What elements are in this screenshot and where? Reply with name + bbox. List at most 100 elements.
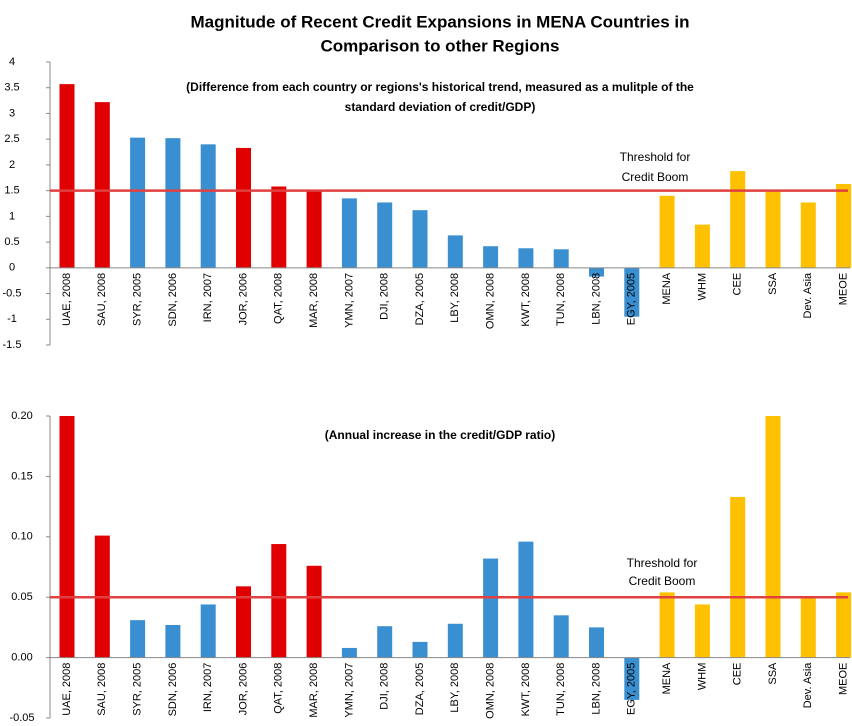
bar xyxy=(765,416,781,658)
bar xyxy=(483,558,499,658)
x-tick-label: Dev. Asia xyxy=(802,662,814,709)
bar xyxy=(200,144,216,268)
y-tick-label: 0.00 xyxy=(11,652,32,664)
subtitle: (Annual increase in the credit/GDP ratio… xyxy=(325,428,556,442)
bar xyxy=(483,246,499,268)
x-tick-label: UAE, 2008 xyxy=(61,663,73,716)
bar xyxy=(271,544,287,658)
bar xyxy=(659,195,675,268)
bar xyxy=(624,657,640,700)
x-tick-label: YMN, 2007 xyxy=(343,663,355,718)
annotation: Threshold for xyxy=(627,556,698,570)
x-tick-label: Dev. Asia xyxy=(802,272,814,319)
y-tick-label: 3.5 xyxy=(4,82,19,94)
bar xyxy=(59,84,75,268)
bar xyxy=(553,615,569,658)
bar xyxy=(836,592,852,658)
figure-title-line: Magnitude of Recent Credit Expansions in… xyxy=(190,12,689,31)
bar xyxy=(236,147,251,268)
x-tick-label: DZA, 2005 xyxy=(414,663,426,716)
x-tick-label: LBN, 2008 xyxy=(590,663,602,715)
bar xyxy=(624,267,640,317)
x-tick-label: WHM xyxy=(696,663,708,691)
figure-title-line: Comparison to other Regions xyxy=(321,36,560,55)
x-tick-label: IRN, 2007 xyxy=(202,273,214,323)
bar xyxy=(341,647,357,658)
bar xyxy=(306,565,322,658)
x-tick-label: SSA xyxy=(767,662,779,685)
x-tick-label: LBY, 2008 xyxy=(449,663,461,713)
x-tick-label: JOR, 2006 xyxy=(237,663,249,716)
x-tick-label: SDN, 2006 xyxy=(167,273,179,327)
x-tick-label: DZA, 2005 xyxy=(414,273,426,326)
bar xyxy=(694,224,710,268)
bar xyxy=(589,267,604,277)
y-tick-label: -0.5 xyxy=(3,287,22,299)
bar xyxy=(271,186,287,268)
y-tick-label: -0.05 xyxy=(9,712,34,724)
annotation: Credit Boom xyxy=(622,170,689,184)
bar xyxy=(412,641,428,658)
y-tick-label: 0.20 xyxy=(11,410,32,422)
x-tick-label: KWT, 2008 xyxy=(520,663,532,717)
bar xyxy=(836,183,852,268)
x-tick-label: UAE, 2008 xyxy=(61,273,73,326)
x-tick-label: CEE xyxy=(732,273,744,296)
bar xyxy=(518,248,534,268)
bar xyxy=(130,137,146,268)
bar xyxy=(130,620,146,658)
y-tick-label: 0.15 xyxy=(11,470,32,482)
x-tick-label: MEOE xyxy=(838,663,850,695)
y-tick-label: 1 xyxy=(9,210,15,222)
bar xyxy=(659,592,675,658)
x-tick-label: LBY, 2008 xyxy=(449,273,461,323)
y-tick-label: -1.5 xyxy=(3,339,22,351)
y-tick-label: 2.5 xyxy=(4,133,19,145)
annotation: Credit Boom xyxy=(629,574,696,588)
x-tick-label: OMN, 2008 xyxy=(485,663,497,719)
bar xyxy=(236,586,251,658)
bar xyxy=(94,102,110,268)
bar xyxy=(765,191,781,268)
annotation: Threshold for xyxy=(620,150,691,164)
x-tick-label: WHM xyxy=(696,273,708,301)
bar xyxy=(694,604,710,658)
bar xyxy=(59,416,75,658)
x-tick-label: LBN, 2008 xyxy=(590,273,602,325)
y-tick-label: 0.10 xyxy=(11,531,32,543)
x-tick-label: SYR, 2005 xyxy=(132,273,144,326)
x-tick-label: MEOE xyxy=(838,273,850,305)
y-tick-label: 1.5 xyxy=(4,185,19,197)
y-tick-label: 3 xyxy=(9,107,15,119)
bar xyxy=(165,138,181,268)
x-tick-label: JOR, 2006 xyxy=(237,273,249,326)
bar xyxy=(447,623,463,658)
x-tick-label: MENA xyxy=(661,272,673,304)
bar xyxy=(412,210,428,268)
x-tick-label: YMN, 2007 xyxy=(343,273,355,328)
subtitle: (Difference from each country or regions… xyxy=(186,80,694,94)
x-tick-label: SYR, 2005 xyxy=(132,663,144,716)
x-tick-label: DJI, 2008 xyxy=(379,663,391,710)
x-tick-label: OMN, 2008 xyxy=(485,273,497,329)
bar xyxy=(341,198,357,268)
subtitle: standard deviation of credit/GDP) xyxy=(345,100,536,114)
bar xyxy=(730,496,746,658)
x-tick-label: EGY, 2005 xyxy=(626,663,638,715)
x-tick-label: SDN, 2006 xyxy=(167,663,179,717)
bar xyxy=(165,624,181,658)
x-tick-label: MENA xyxy=(661,662,673,694)
x-tick-label: KWT, 2008 xyxy=(520,273,532,327)
y-tick-label: 0.05 xyxy=(11,591,32,603)
y-tick-label: 0 xyxy=(9,262,15,274)
y-tick-label: 2 xyxy=(9,159,15,171)
x-tick-label: QAT, 2008 xyxy=(273,663,285,714)
bar xyxy=(553,249,569,268)
x-tick-label: MAR, 2008 xyxy=(308,273,320,328)
x-tick-label: SAU, 2008 xyxy=(96,663,108,716)
x-tick-label: TUN, 2008 xyxy=(555,273,567,326)
bar xyxy=(200,604,216,658)
x-tick-label: IRN, 2007 xyxy=(202,663,214,713)
bar xyxy=(377,202,393,268)
